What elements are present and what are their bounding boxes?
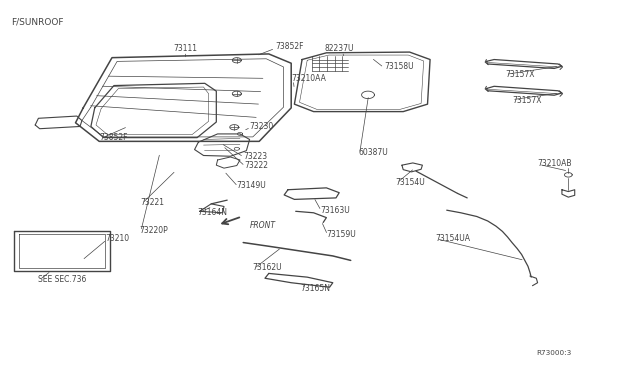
Text: 73210AB: 73210AB [538,159,572,168]
Text: 73222: 73222 [244,161,269,170]
Text: F/SUNROOF: F/SUNROOF [12,18,64,27]
Text: 73157X: 73157X [506,70,535,79]
Text: 73221: 73221 [141,198,165,207]
Text: 73149U: 73149U [237,182,266,190]
Text: SEE SEC.736: SEE SEC.736 [38,275,87,284]
Text: 73158U: 73158U [384,62,413,71]
Text: 73163U: 73163U [320,206,349,215]
Text: 73230: 73230 [250,122,274,131]
Text: 73223: 73223 [243,152,268,161]
Text: 73164N: 73164N [197,208,227,217]
Text: 73162U: 73162U [253,263,282,272]
Text: 73852F: 73852F [99,133,128,142]
Text: 73220P: 73220P [140,226,168,235]
Text: FRONT: FRONT [250,221,276,230]
Text: 73210: 73210 [106,234,130,243]
Text: 73154UA: 73154UA [435,234,470,243]
Text: 73852F: 73852F [275,42,304,51]
Text: 73159U: 73159U [326,230,356,239]
Text: R73000:3: R73000:3 [536,350,572,356]
Text: 60387U: 60387U [358,148,388,157]
Text: 73165N: 73165N [301,284,331,293]
Text: 73210AA: 73210AA [291,74,326,83]
Text: 73157X: 73157X [512,96,541,105]
Text: 73154U: 73154U [396,178,425,187]
Text: 82237U: 82237U [324,44,354,53]
Text: 73111: 73111 [173,44,198,53]
